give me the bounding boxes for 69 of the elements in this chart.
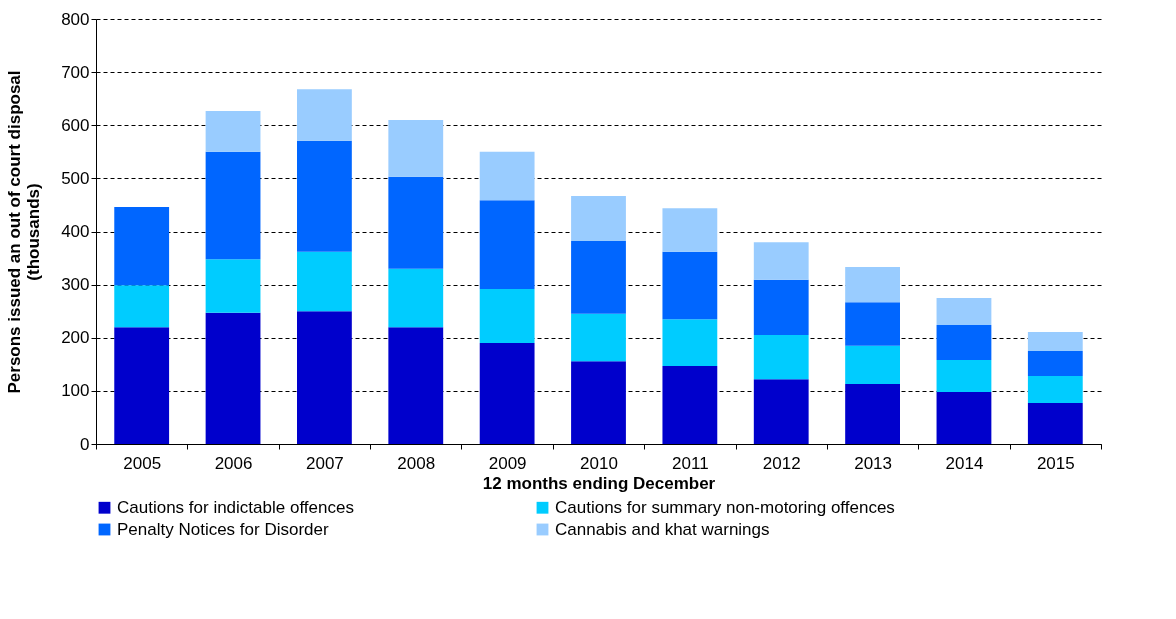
bar — [662, 365, 718, 444]
bar — [845, 383, 900, 444]
x-tick-label: 2012 — [762, 453, 801, 473]
bar — [205, 259, 261, 313]
legend-label: Cautions for indictable offences — [117, 497, 354, 517]
bar — [1027, 331, 1083, 352]
bar — [388, 327, 444, 444]
bar — [753, 379, 809, 444]
bar — [936, 325, 992, 361]
bar — [114, 327, 170, 444]
y-tick-label: 300 — [61, 275, 90, 295]
bar — [662, 208, 718, 252]
y-tick-label: 100 — [61, 381, 90, 401]
bar — [753, 279, 809, 336]
y-tick-label: 500 — [61, 168, 90, 188]
bar — [479, 200, 535, 289]
bar — [388, 176, 444, 269]
bar — [571, 313, 626, 362]
bar — [479, 151, 535, 201]
bar — [297, 89, 352, 141]
x-tick-label: 2007 — [306, 453, 344, 473]
bar — [662, 251, 718, 320]
bar — [753, 335, 809, 380]
x-tick-label: 2006 — [214, 453, 253, 473]
legend-label: Penalty Notices for Disorder — [117, 519, 329, 539]
bar — [1027, 403, 1083, 444]
bar — [297, 311, 352, 444]
bar — [845, 302, 900, 346]
bar — [388, 119, 444, 177]
y-tick-label: 400 — [61, 222, 90, 241]
bar — [571, 361, 626, 444]
y-tick-label: 700 — [61, 62, 90, 82]
bar — [936, 391, 992, 444]
bar — [297, 140, 352, 252]
bar — [1027, 376, 1083, 404]
legend-label: Cannabis and khat warnings — [555, 519, 770, 539]
x-tick-label: 2008 — [397, 453, 436, 473]
bar — [571, 195, 626, 242]
bar — [388, 268, 444, 328]
bar — [845, 267, 900, 303]
bar — [845, 345, 900, 384]
bar — [936, 297, 992, 325]
x-tick-label: 2013 — [854, 453, 892, 473]
x-axis-title: 12 months ending December — [482, 473, 716, 493]
bar — [479, 288, 535, 344]
bar — [297, 251, 352, 312]
y-axis-title: Persons issued an out of court disposal (thousands) — [5, 70, 44, 394]
y-tick-label: 200 — [61, 328, 90, 348]
bar — [205, 151, 261, 260]
bar — [571, 241, 626, 314]
x-tick-label: 2011 — [672, 453, 709, 473]
x-tick-label: 2010 — [580, 453, 618, 473]
bar — [1027, 351, 1083, 376]
x-tick-label: 2014 — [945, 453, 984, 473]
bar — [479, 343, 535, 444]
bar — [205, 110, 261, 152]
y-tick-label: 800 — [61, 9, 90, 29]
y-tick-label: 0 — [80, 434, 90, 454]
bar — [753, 242, 809, 280]
bar — [114, 285, 170, 328]
bar — [936, 360, 992, 392]
y-tick-label: 600 — [61, 115, 90, 135]
x-tick-label: 2015 — [1036, 453, 1075, 473]
x-tick-label: 2009 — [488, 453, 527, 473]
bar — [205, 312, 261, 444]
legend-label: Cautions for summary non-motoring offences — [555, 497, 895, 517]
bar — [114, 207, 170, 286]
x-tick-label: 2005 — [123, 453, 162, 473]
bar — [662, 319, 718, 366]
